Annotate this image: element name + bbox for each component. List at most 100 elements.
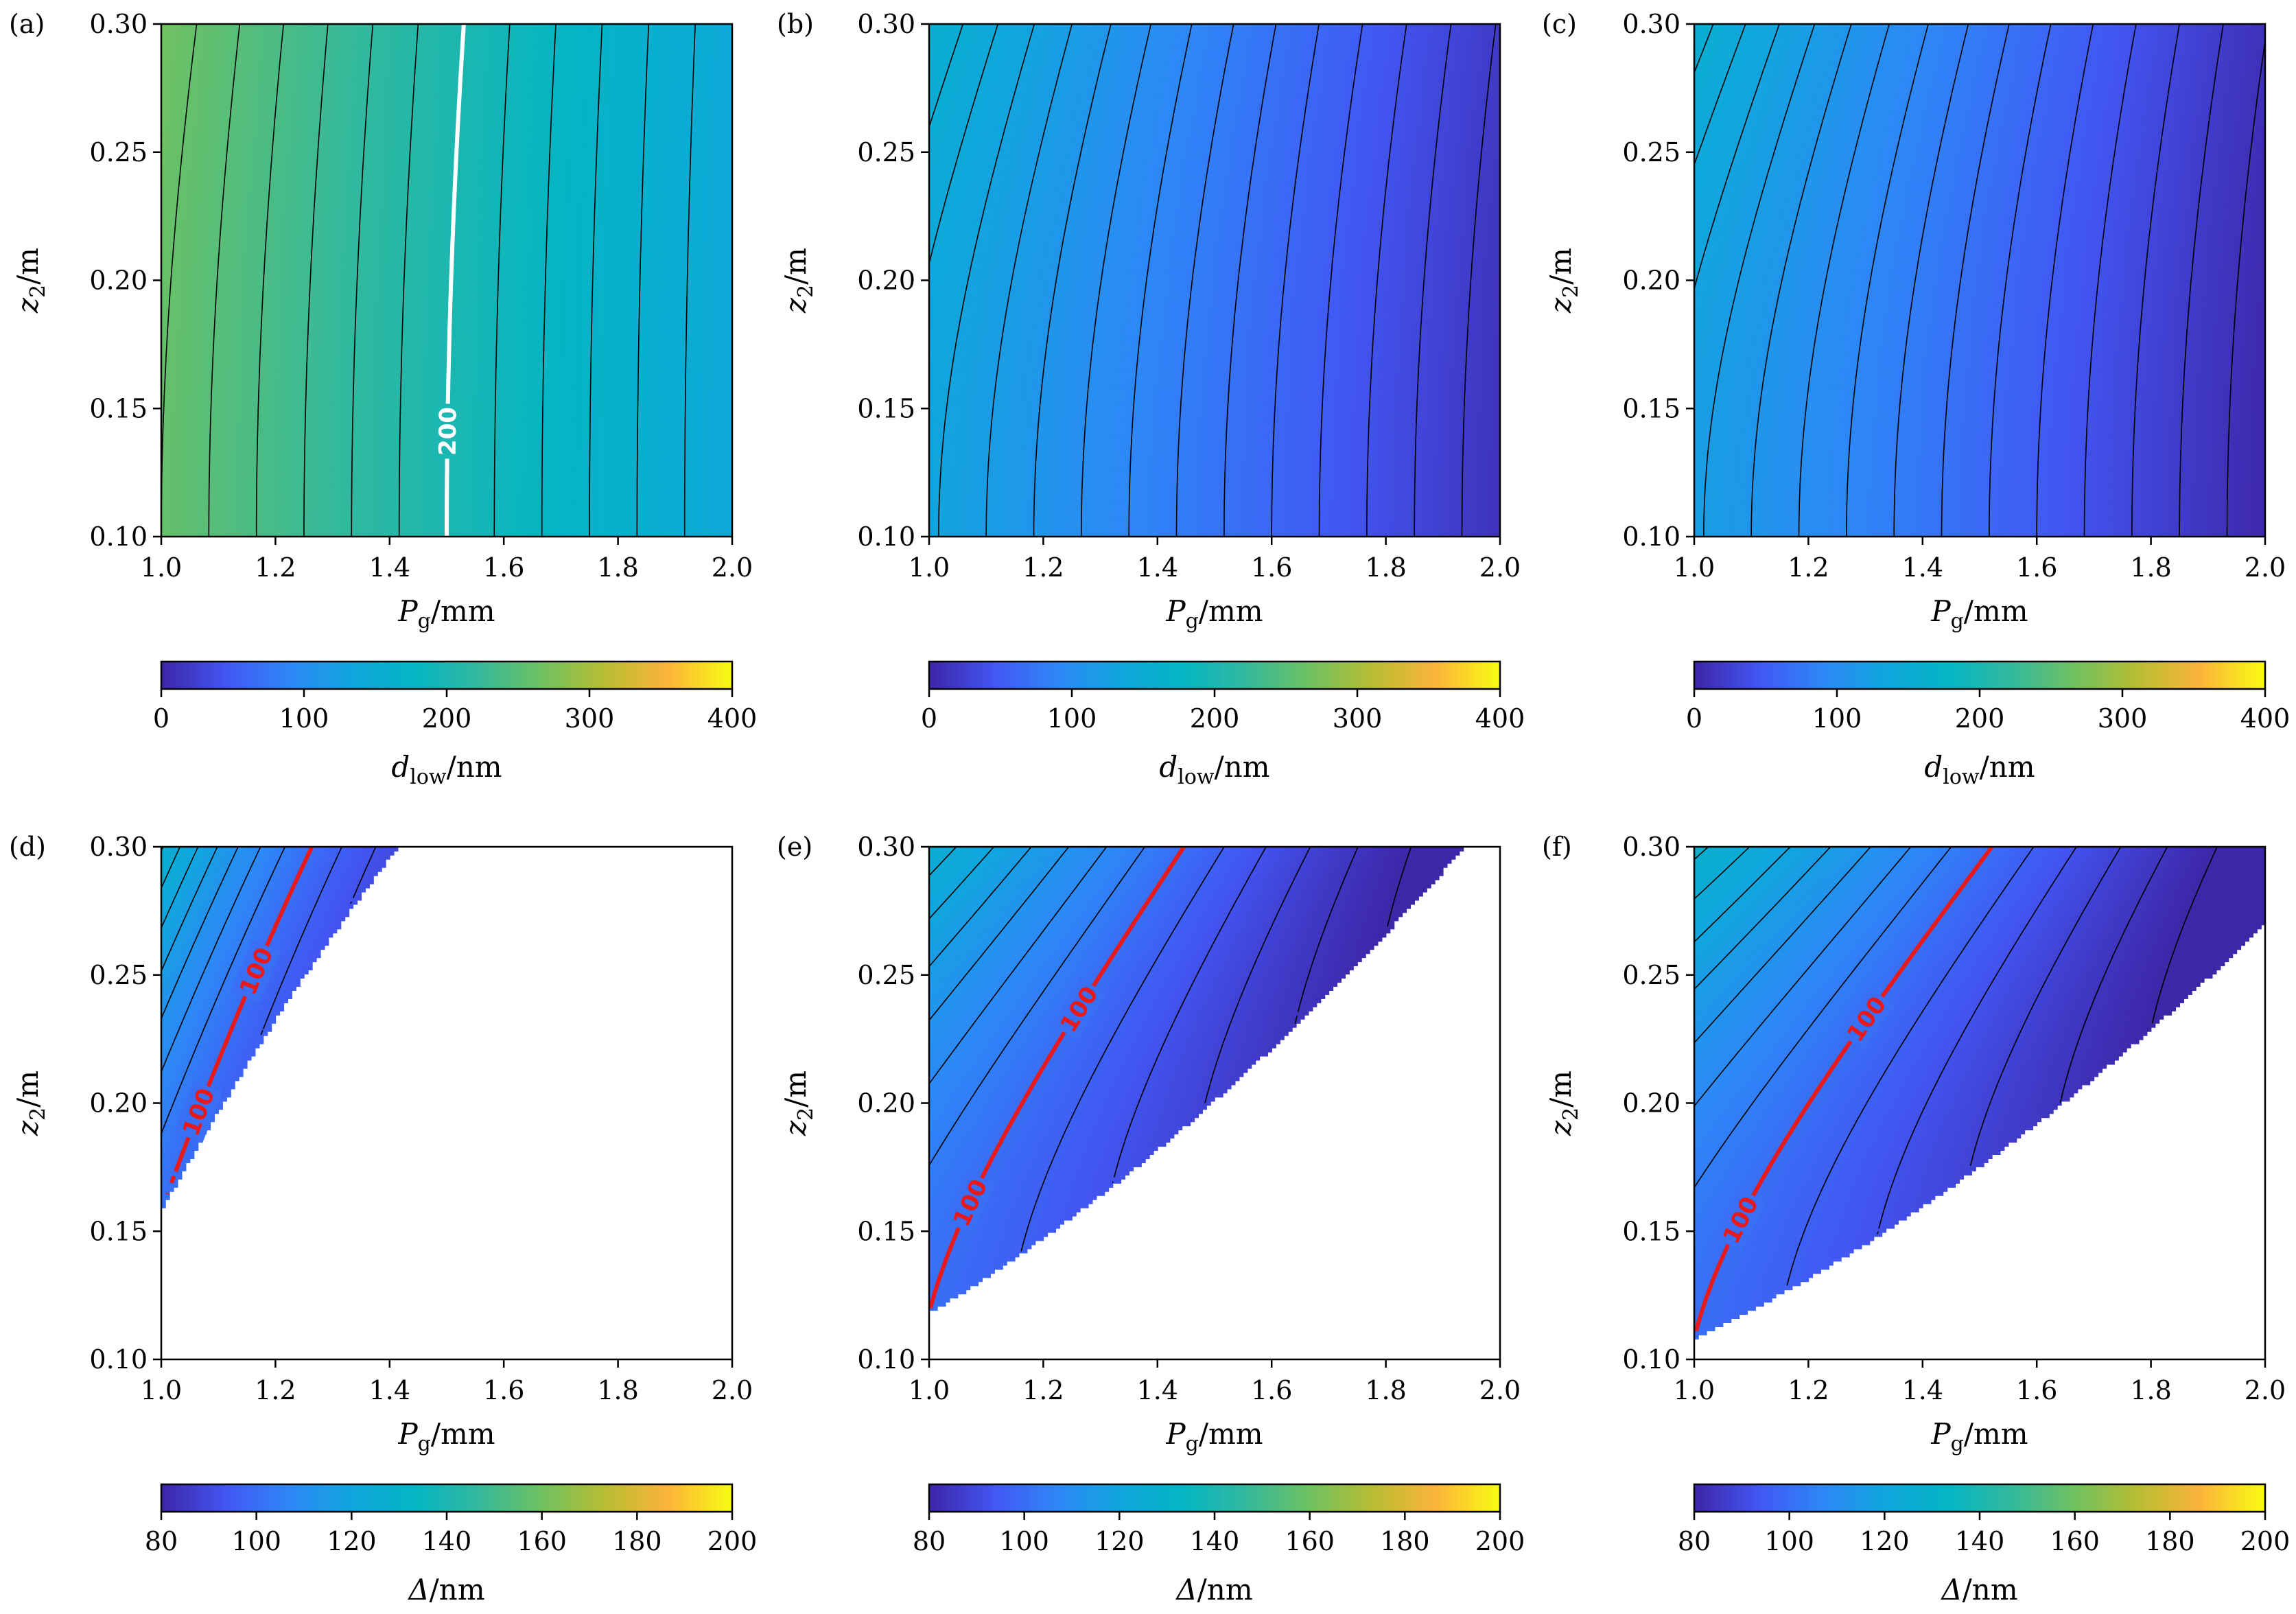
panel-label: (a) (9, 9, 45, 39)
x-tick-label: 1.2 (1022, 552, 1064, 583)
y-tick-label: 0.20 (1622, 1088, 1680, 1119)
colorbar-tick-label: 400 (2240, 703, 2291, 734)
colorbar-tick-label: 180 (2145, 1526, 2195, 1556)
y-tick-label: 0.20 (89, 266, 148, 296)
x-tick-label: 1.0 (1674, 552, 1715, 583)
y-tick-label: 0.30 (1622, 9, 1680, 39)
colorbar-tick-label: 80 (1678, 1526, 1711, 1556)
x-tick-label: 1.0 (909, 1375, 950, 1405)
y-axis-label: z2/m (1544, 1071, 1583, 1136)
y-tick-label: 0.25 (89, 137, 148, 167)
panel-b: 1.0 1.2 1.4 1.6 1.8 2.00.100.150.200.250.30(b… (777, 9, 1525, 789)
y-axis-label: z2/m (779, 248, 818, 314)
colorbar-tick-label: 80 (145, 1526, 178, 1556)
colorbar-label: dlow/nm (1924, 750, 2035, 789)
colorbar-tick-label: 200 (422, 703, 472, 734)
colorbar-tick-label: 300 (1333, 703, 1383, 734)
y-tick-label: 0.15 (89, 393, 148, 423)
panel-label: (e) (777, 832, 812, 862)
colorbar-label: Δ/nm (1175, 1573, 1252, 1606)
colorbar-tick-label: 0 (1686, 703, 1702, 734)
x-tick-label: 2.0 (1479, 552, 1521, 583)
y-tick-label: 0.25 (89, 960, 148, 990)
y-tick-label: 0.15 (857, 1216, 915, 1246)
y-tick-label: 0.30 (857, 9, 915, 39)
x-tick-label: 1.0 (1674, 1375, 1715, 1405)
colorbar-label: Δ/nm (1940, 1573, 2017, 1606)
x-tick-label: 1.8 (1365, 1375, 1406, 1405)
contour-fill: 200 (161, 24, 733, 537)
y-tick-label: 0.10 (857, 1344, 915, 1375)
x-tick-label: 2.0 (2245, 552, 2286, 583)
x-tick-label: 1.4 (1137, 552, 1178, 583)
x-tick-label: 1.8 (597, 1375, 638, 1405)
y-tick-label: 0.10 (89, 522, 148, 552)
y-tick-label: 0.30 (1622, 832, 1680, 862)
y-tick-label: 0.30 (89, 832, 148, 862)
colorbar-tick-label: 100 (1812, 703, 1862, 734)
contour-label: 200 (432, 404, 463, 459)
x-tick-label: 1.2 (255, 552, 296, 583)
colorbar-tick-label: 100 (231, 1526, 281, 1556)
y-tick-label: 0.25 (1622, 137, 1680, 167)
y-tick-label: 0.20 (857, 1088, 915, 1119)
x-tick-label: 1.6 (1251, 1375, 1292, 1405)
y-tick-label: 0.10 (89, 1344, 148, 1375)
colorbar-tick-label: 200 (1190, 703, 1240, 734)
x-tick-label: 1.6 (483, 1375, 524, 1405)
colorbar-tick-label: 200 (1955, 703, 2005, 734)
colorbar-label: dlow/nm (1159, 750, 1269, 789)
colorbar-tick-label: 200 (1475, 1526, 1525, 1556)
colorbar-label: dlow/nm (391, 750, 502, 789)
panel-c: 1.0 1.2 1.4 1.6 1.8 2.00.100.150.200.250.30(c… (1542, 9, 2290, 789)
y-tick-label: 0.10 (857, 522, 915, 552)
colorbar-tick-label: 300 (2098, 703, 2148, 734)
y-axis-label: z2/m (11, 1071, 50, 1136)
x-tick-label: 1.0 (141, 1375, 182, 1405)
x-tick-label: 1.8 (1365, 552, 1406, 583)
x-tick-label: 1.4 (369, 552, 410, 583)
panel-label: (f) (1542, 832, 1572, 862)
x-tick-label: 1.6 (2016, 1375, 2057, 1405)
colorbar-tick-label: 180 (612, 1526, 662, 1556)
x-tick-label: 1.6 (483, 552, 524, 583)
x-axis-label: Pg/mm (1930, 1417, 2028, 1456)
colorbar-tick-label: 140 (422, 1526, 472, 1556)
x-tick-label: 1.4 (1902, 1375, 1943, 1405)
x-tick-label: 1.4 (369, 1375, 410, 1405)
colorbar-tick-label: 80 (913, 1526, 946, 1556)
colorbar-tick-label: 180 (1380, 1526, 1430, 1556)
y-tick-label: 0.15 (89, 1216, 148, 1246)
x-tick-label: 1.8 (597, 552, 638, 583)
y-tick-label: 0.20 (89, 1088, 148, 1119)
y-tick-label: 0.30 (89, 9, 148, 39)
x-tick-label: 1.2 (1788, 552, 1829, 583)
x-tick-label: 1.6 (2016, 552, 2057, 583)
y-tick-label: 0.15 (1622, 1216, 1680, 1246)
x-tick-label: 1.6 (1251, 552, 1292, 583)
panel-label: (b) (777, 9, 814, 39)
x-tick-label: 1.4 (1902, 552, 1943, 583)
colorbar-tick-label: 100 (279, 703, 329, 734)
x-tick-label: 2.0 (2245, 1375, 2286, 1405)
x-tick-label: 2.0 (1479, 1375, 1521, 1405)
y-tick-label: 0.25 (857, 137, 915, 167)
y-tick-label: 0.20 (857, 266, 915, 296)
y-tick-label: 0.15 (1622, 393, 1680, 423)
colorbar-tick-label: 400 (707, 703, 758, 734)
colorbar-tick-label: 160 (517, 1526, 567, 1556)
y-tick-label: 0.25 (1622, 960, 1680, 990)
contour-fill (929, 24, 1501, 537)
x-tick-label: 2.0 (712, 1375, 753, 1405)
x-tick-label: 1.2 (1788, 1375, 1829, 1405)
y-axis-label: z2/m (11, 248, 50, 314)
panel-label: (c) (1542, 9, 1577, 39)
